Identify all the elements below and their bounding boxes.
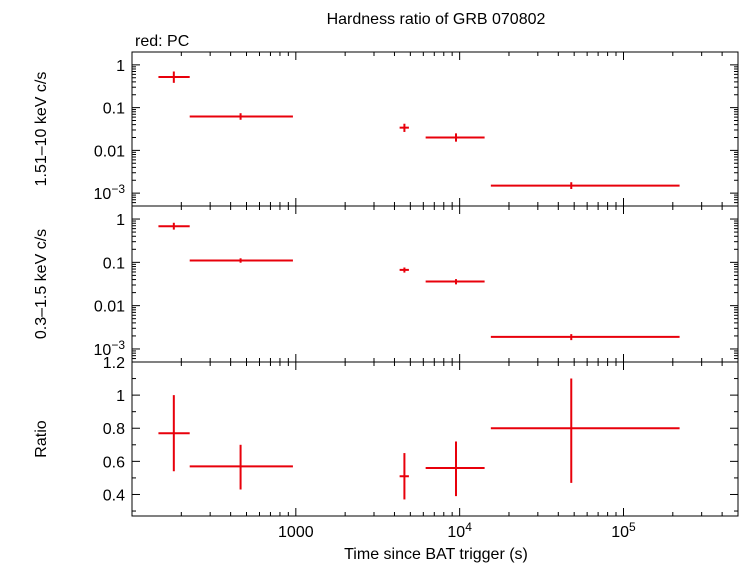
y-tick-label: 10−3 — [94, 182, 126, 203]
data-point — [399, 123, 409, 132]
y-tick-label: 0.1 — [103, 255, 125, 272]
y-tick-label: 0.01 — [94, 299, 125, 316]
y-tick-label: 1.2 — [103, 355, 125, 372]
data-point — [158, 395, 190, 472]
panel-frame — [131, 51, 739, 207]
x-tick-label: 105 — [611, 520, 636, 541]
plot-area: 1 0.1 0.01 10−3 1.51–10 keV c/s 1 0.1 0.01 10−3 0… — [33, 51, 739, 541]
chart-title: Hardness ratio of GRB 070802 — [327, 11, 546, 28]
y-tick-label: 0.4 — [103, 487, 125, 504]
x-tick-label: 1000 — [278, 524, 314, 541]
chart-subtitle: red: PC — [135, 33, 189, 50]
y-axis-label-hard: 1.51–10 keV c/s — [33, 72, 50, 187]
y-tick-label: 0.01 — [94, 143, 125, 160]
data-point — [189, 444, 293, 490]
data-point — [158, 71, 190, 83]
y-axis-label-ratio: Ratio — [33, 420, 50, 457]
data-point — [189, 113, 293, 120]
panel-hard: 1 0.1 0.01 10−3 1.51–10 keV c/s — [33, 51, 739, 207]
y-tick-label: 1 — [116, 58, 125, 75]
data-point — [425, 133, 485, 142]
data-point — [490, 334, 680, 341]
data-point — [399, 453, 409, 500]
y-axis-label-soft: 0.3–1.5 keV c/s — [33, 229, 50, 339]
data-point — [490, 378, 680, 483]
panel-ratio: 1.2 1 0.8 0.6 0.4 Ratio — [33, 355, 739, 517]
y-tick-label: 0.6 — [103, 454, 125, 471]
y-tick-label: 1 — [116, 388, 125, 405]
x-tick-label: 104 — [447, 520, 472, 541]
data-point — [425, 279, 485, 285]
y-tick-label: 0.8 — [103, 421, 125, 438]
data-point — [490, 182, 680, 189]
panel-frame — [131, 361, 739, 517]
y-tick-label: 10−3 — [94, 338, 126, 359]
data-point — [399, 267, 409, 273]
panel-frame — [131, 205, 739, 363]
data-point — [189, 258, 293, 263]
panel-soft: 1 0.1 0.01 10−3 0.3–1.5 keV c/s — [33, 205, 739, 363]
x-axis-label: Time since BAT trigger (s) — [344, 546, 528, 563]
y-tick-label: 1 — [116, 212, 125, 229]
data-point — [158, 222, 190, 230]
y-tick-label: 0.1 — [103, 101, 125, 118]
data-point — [425, 441, 485, 497]
